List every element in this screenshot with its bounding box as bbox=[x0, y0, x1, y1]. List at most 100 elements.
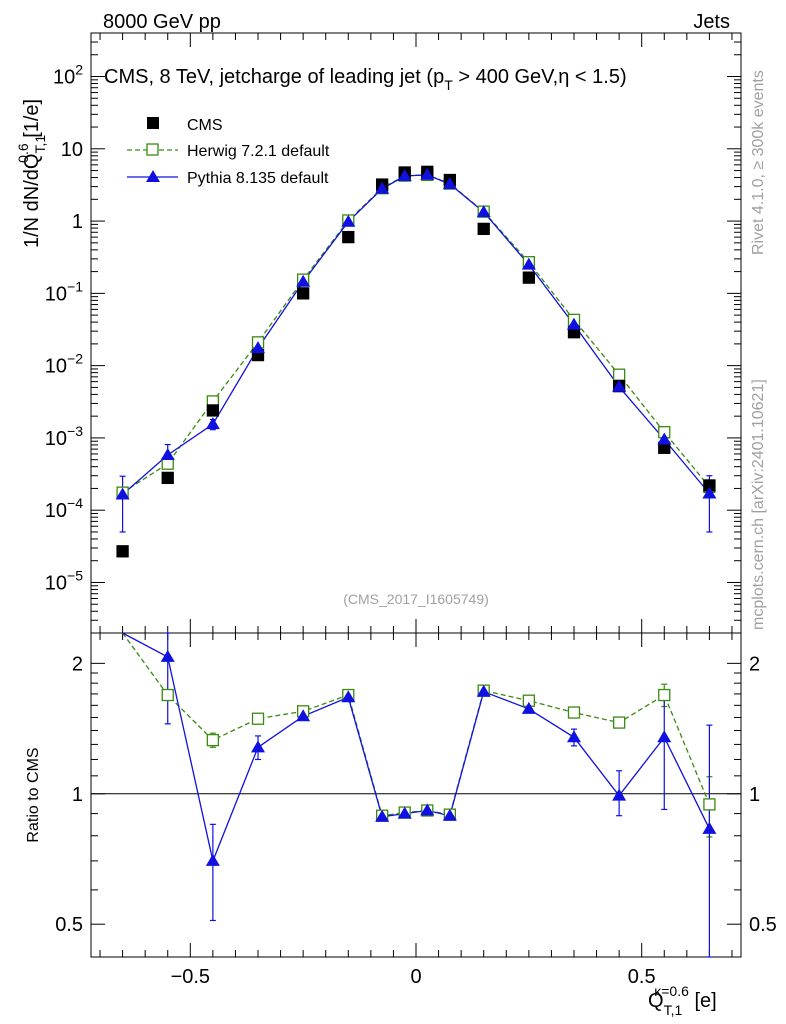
chart-title: CMS, 8 TeV, jetcharge of leading jet (pT… bbox=[104, 66, 627, 93]
ratio-y-tick-label-right: 2 bbox=[749, 653, 760, 675]
main-y-tick-base: 10 bbox=[45, 428, 67, 450]
main-y-tick-exponent: −1 bbox=[67, 278, 83, 294]
main-ylabel-tail: [1/e] bbox=[21, 99, 43, 143]
legend-cms-label: CMS bbox=[187, 117, 223, 134]
main-y-tick-base: 10 bbox=[53, 67, 75, 89]
cms-point bbox=[297, 287, 310, 300]
x-tick-label: 0 bbox=[410, 966, 421, 988]
main-y-tick-base: 10 bbox=[45, 356, 67, 378]
pythia-ratio-point bbox=[251, 740, 266, 753]
main-y-tick-label: 10−1 bbox=[45, 278, 83, 305]
pythia-ratio-line bbox=[122, 632, 710, 864]
pythia-point bbox=[612, 379, 627, 392]
herwig-ratio-point bbox=[161, 688, 174, 702]
category-label: Jets bbox=[693, 11, 730, 33]
chart-title-prefix: CMS, 8 TeV, jetcharge of leading jet (p bbox=[104, 66, 444, 88]
cms-point bbox=[342, 230, 355, 244]
pythia-ratio-point bbox=[566, 730, 581, 743]
ratio-x-axis: −0.5 0 0.5 bbox=[99, 633, 733, 988]
main-series bbox=[115, 165, 717, 558]
pythia-point bbox=[205, 417, 220, 430]
main-y-tick-label: 10−2 bbox=[45, 351, 83, 378]
pythia-point bbox=[657, 432, 672, 445]
herwig-ratio-point bbox=[658, 688, 671, 702]
legend: CMS Herwig 7.2.1 default Pythia 8.135 de… bbox=[127, 117, 330, 187]
pythia-point bbox=[251, 341, 266, 354]
pythia-ratio-point bbox=[476, 684, 491, 697]
cms-point bbox=[116, 545, 129, 558]
pythia-ratio-point bbox=[521, 701, 536, 714]
pythia-point bbox=[476, 205, 491, 218]
chart-title-sub: T bbox=[444, 77, 453, 93]
ratio-y-tick-label: 0.5 bbox=[55, 914, 83, 936]
main-y-tick-exponent: −2 bbox=[67, 351, 83, 367]
xlabel-lead: Q bbox=[648, 990, 664, 1012]
rivet-label: Rivet 4.1.0, ≥ 300k events bbox=[750, 70, 767, 255]
main-y-tick-label: 102 bbox=[53, 62, 83, 89]
ratio-y-axis: 0.5 0.5 1 1 2 2 bbox=[55, 653, 777, 936]
main-y-axis-label: 1/N dN/dQT,10.6 [1/e] bbox=[15, 99, 48, 248]
main-y-tick-exponent: 2 bbox=[75, 62, 83, 78]
pythia-point bbox=[296, 274, 311, 287]
pythia-point bbox=[521, 257, 536, 270]
main-y-tick-label: 1 bbox=[72, 211, 83, 233]
main-y-tick-label: 10 bbox=[61, 139, 83, 161]
x-axis-label: QT,1 κ=0.6 [e] bbox=[648, 983, 717, 1018]
ratio-series bbox=[122, 632, 717, 958]
main-y-tick-label: 10−4 bbox=[45, 495, 83, 522]
chart-title-suffix: > 400 GeV,η < 1.5) bbox=[453, 66, 627, 88]
pythia-point bbox=[397, 169, 412, 182]
pythia-point bbox=[702, 486, 717, 499]
cms-point bbox=[161, 471, 174, 485]
main-y-tick-base: 10 bbox=[45, 572, 67, 594]
pythia-ratio-point bbox=[702, 821, 717, 834]
main-y-tick-exponent: −3 bbox=[67, 423, 83, 439]
ratio-y-axis-label: Ratio to CMS bbox=[25, 747, 42, 842]
pythia-point bbox=[115, 487, 130, 500]
pythia-ratio-point bbox=[205, 853, 220, 866]
pythia-point bbox=[341, 214, 356, 227]
pythia-ratio-point bbox=[375, 809, 390, 822]
pythia-ratio-point bbox=[612, 788, 627, 801]
energy-label: 8000 GeV pp bbox=[103, 11, 221, 33]
pythia-ratio-point bbox=[341, 690, 356, 703]
herwig-ratio-point bbox=[206, 733, 220, 747]
herwig-ratio-point bbox=[703, 798, 716, 811]
pythia-point bbox=[420, 167, 435, 180]
legend-herwig-label: Herwig 7.2.1 default bbox=[187, 143, 330, 160]
pythia-ratio-point bbox=[657, 730, 672, 743]
main-y-tick-label: 10−5 bbox=[45, 567, 83, 594]
legend-pythia-label: Pythia 8.135 default bbox=[187, 170, 329, 187]
cms-point bbox=[206, 404, 220, 417]
pythia-ratio-point bbox=[442, 808, 457, 821]
xlabel-tail: [e] bbox=[689, 990, 717, 1012]
main-y-tick-exponent: −4 bbox=[67, 495, 83, 511]
legend-herwig-marker bbox=[146, 143, 159, 156]
main-y-tick-base: 10 bbox=[61, 139, 83, 161]
cms-point bbox=[477, 222, 490, 236]
main-x-ticks bbox=[99, 33, 733, 633]
watermark: (CMS_2017_I1605749) bbox=[343, 591, 489, 607]
x-tick-label: −0.5 bbox=[171, 966, 210, 988]
pythia-line bbox=[122, 174, 710, 495]
ratio-y-tick-label-right: 0.5 bbox=[749, 914, 777, 936]
herwig-ratio-point bbox=[612, 716, 626, 729]
pythia-point bbox=[375, 181, 390, 194]
pythia-ratio-point bbox=[420, 803, 435, 816]
herwig-ratio-point bbox=[567, 706, 581, 719]
main-y-tick-base: 10 bbox=[45, 283, 67, 305]
ratio-y-tick-label: 2 bbox=[72, 653, 83, 675]
pythia-ratio-point bbox=[296, 709, 311, 722]
pythia-ratio-point bbox=[160, 649, 175, 662]
main-y-tick-exponent: −5 bbox=[67, 567, 83, 583]
pythia-point bbox=[160, 448, 175, 461]
xlabel-sup: κ=0.6 bbox=[654, 983, 689, 999]
main-ylabel-sup: 0.6 bbox=[15, 143, 31, 163]
herwig-point bbox=[612, 368, 626, 381]
herwig-line bbox=[122, 174, 710, 494]
main-ylabel-lead: 1/N dN/dQ bbox=[21, 154, 43, 248]
ratio-y-tick-label-right: 1 bbox=[749, 784, 760, 806]
